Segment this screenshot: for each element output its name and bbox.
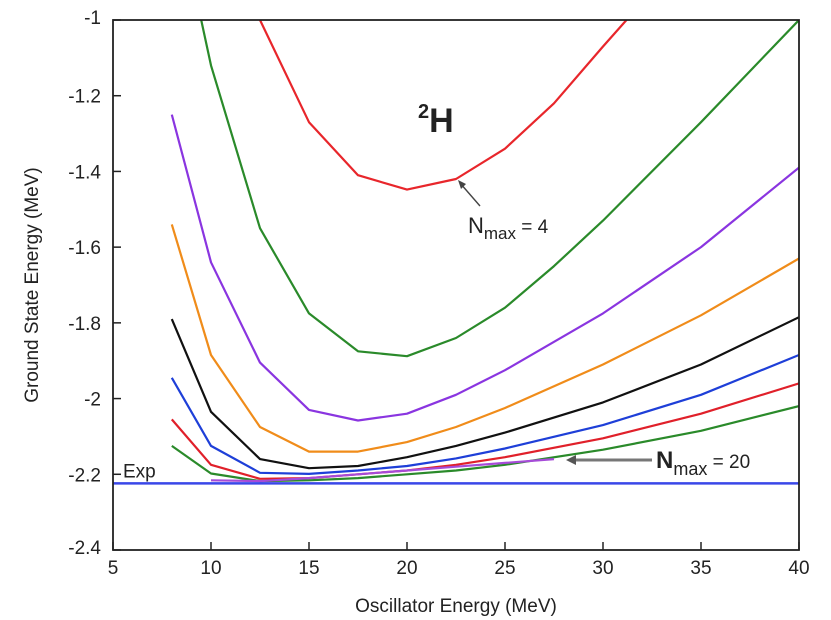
nmax4-value: = 4	[516, 217, 549, 238]
x-tick-label-1: 10	[200, 558, 221, 579]
y-tick-label-0: -2.4	[68, 538, 101, 559]
y-tick-label-5: -1.4	[68, 162, 101, 183]
x-tick-label-4: 25	[494, 558, 515, 579]
nmax20-sub: max	[673, 459, 707, 479]
nmax20-n: N	[656, 447, 673, 474]
y-tick-label-3: -1.8	[68, 314, 101, 335]
y-tick-label-2: -2	[84, 390, 101, 411]
plot-frame	[112, 19, 800, 551]
series-line-2	[170, 114, 799, 422]
series-line-4	[170, 316, 799, 470]
y-tick-label-1: -2.2	[68, 465, 101, 486]
nmax4-sub: max	[484, 224, 517, 243]
x-tick-label-3: 20	[396, 558, 417, 579]
nmax4-n: N	[468, 213, 484, 238]
exp-label: Exp	[123, 461, 156, 482]
y-tick-label-6: -1.2	[68, 87, 101, 108]
nucleus-label: 2H	[418, 101, 454, 140]
x-tick-label-7: 40	[788, 558, 809, 579]
y-tick-label-7: -1	[84, 8, 101, 29]
nmax4-arrowhead	[458, 180, 466, 189]
nucleus-superscript: 2	[418, 101, 429, 123]
series-line-7	[171, 405, 799, 483]
nucleus-symbol: H	[429, 102, 454, 140]
x-tick-label-5: 30	[592, 558, 613, 579]
nmax4-arrow	[459, 182, 481, 207]
y-axis-ticks: -2.4 -2.2 -2 -1.8 -1.6 -1.4 -1.2 -1	[68, 8, 121, 559]
series-line-1	[200, 20, 799, 358]
nmax4-label: Nmax = 4	[468, 213, 549, 243]
series-line-5	[170, 353, 799, 475]
x-axis-ticks: 5 10 15 20 25 30 35 40	[108, 542, 810, 579]
series-line-0	[259, 20, 628, 191]
series-layer	[170, 20, 799, 483]
y-axis-label: Ground State Energy (MeV)	[22, 167, 43, 403]
y-tick-label-4: -1.6	[68, 238, 101, 259]
x-tick-label-0: 5	[108, 558, 119, 579]
nmax20-arrowhead	[566, 455, 576, 465]
series-line-8	[210, 458, 555, 483]
x-tick-label-2: 15	[298, 558, 319, 579]
x-tick-label-6: 35	[690, 558, 711, 579]
nmax20-value: = 20	[707, 452, 750, 473]
x-axis-label: Oscillator Energy (MeV)	[355, 596, 557, 617]
nmax20-label: Nmax = 20	[656, 447, 750, 479]
series-line-3	[170, 224, 799, 453]
